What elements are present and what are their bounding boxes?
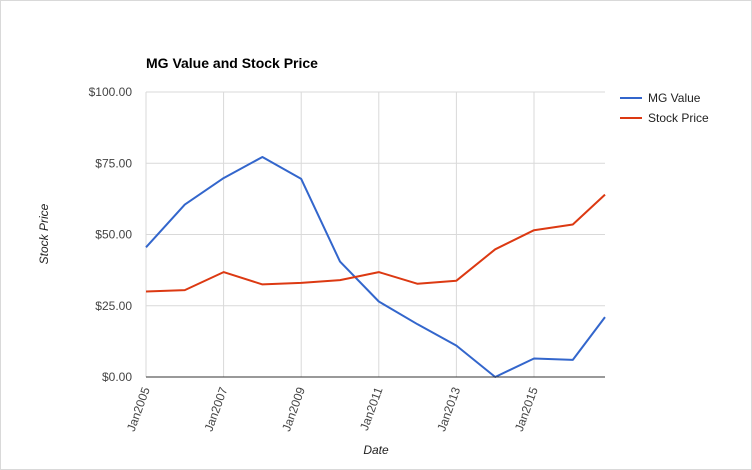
y-tick-label: $75.00 bbox=[95, 156, 132, 170]
y-tick-label: $0.00 bbox=[102, 370, 132, 384]
legend: MG Value Stock Price bbox=[620, 91, 709, 125]
x-axis-title: Date bbox=[363, 443, 389, 457]
legend-label: MG Value bbox=[648, 91, 701, 105]
y-axis-ticks: $0.00 $25.00 $50.00 $75.00 $100.00 bbox=[89, 85, 133, 384]
y-tick-label: $100.00 bbox=[89, 85, 133, 99]
series-line-stock-price bbox=[145, 193, 606, 293]
series-line-mg-value bbox=[145, 156, 606, 378]
legend-label: Stock Price bbox=[648, 111, 709, 125]
series-lines bbox=[145, 156, 606, 378]
y-tick-label: $50.00 bbox=[95, 228, 132, 242]
chart-title: MG Value and Stock Price bbox=[146, 55, 318, 71]
y-tick-label: $25.00 bbox=[95, 299, 132, 313]
y-axis-title: Stock Price bbox=[37, 203, 51, 264]
